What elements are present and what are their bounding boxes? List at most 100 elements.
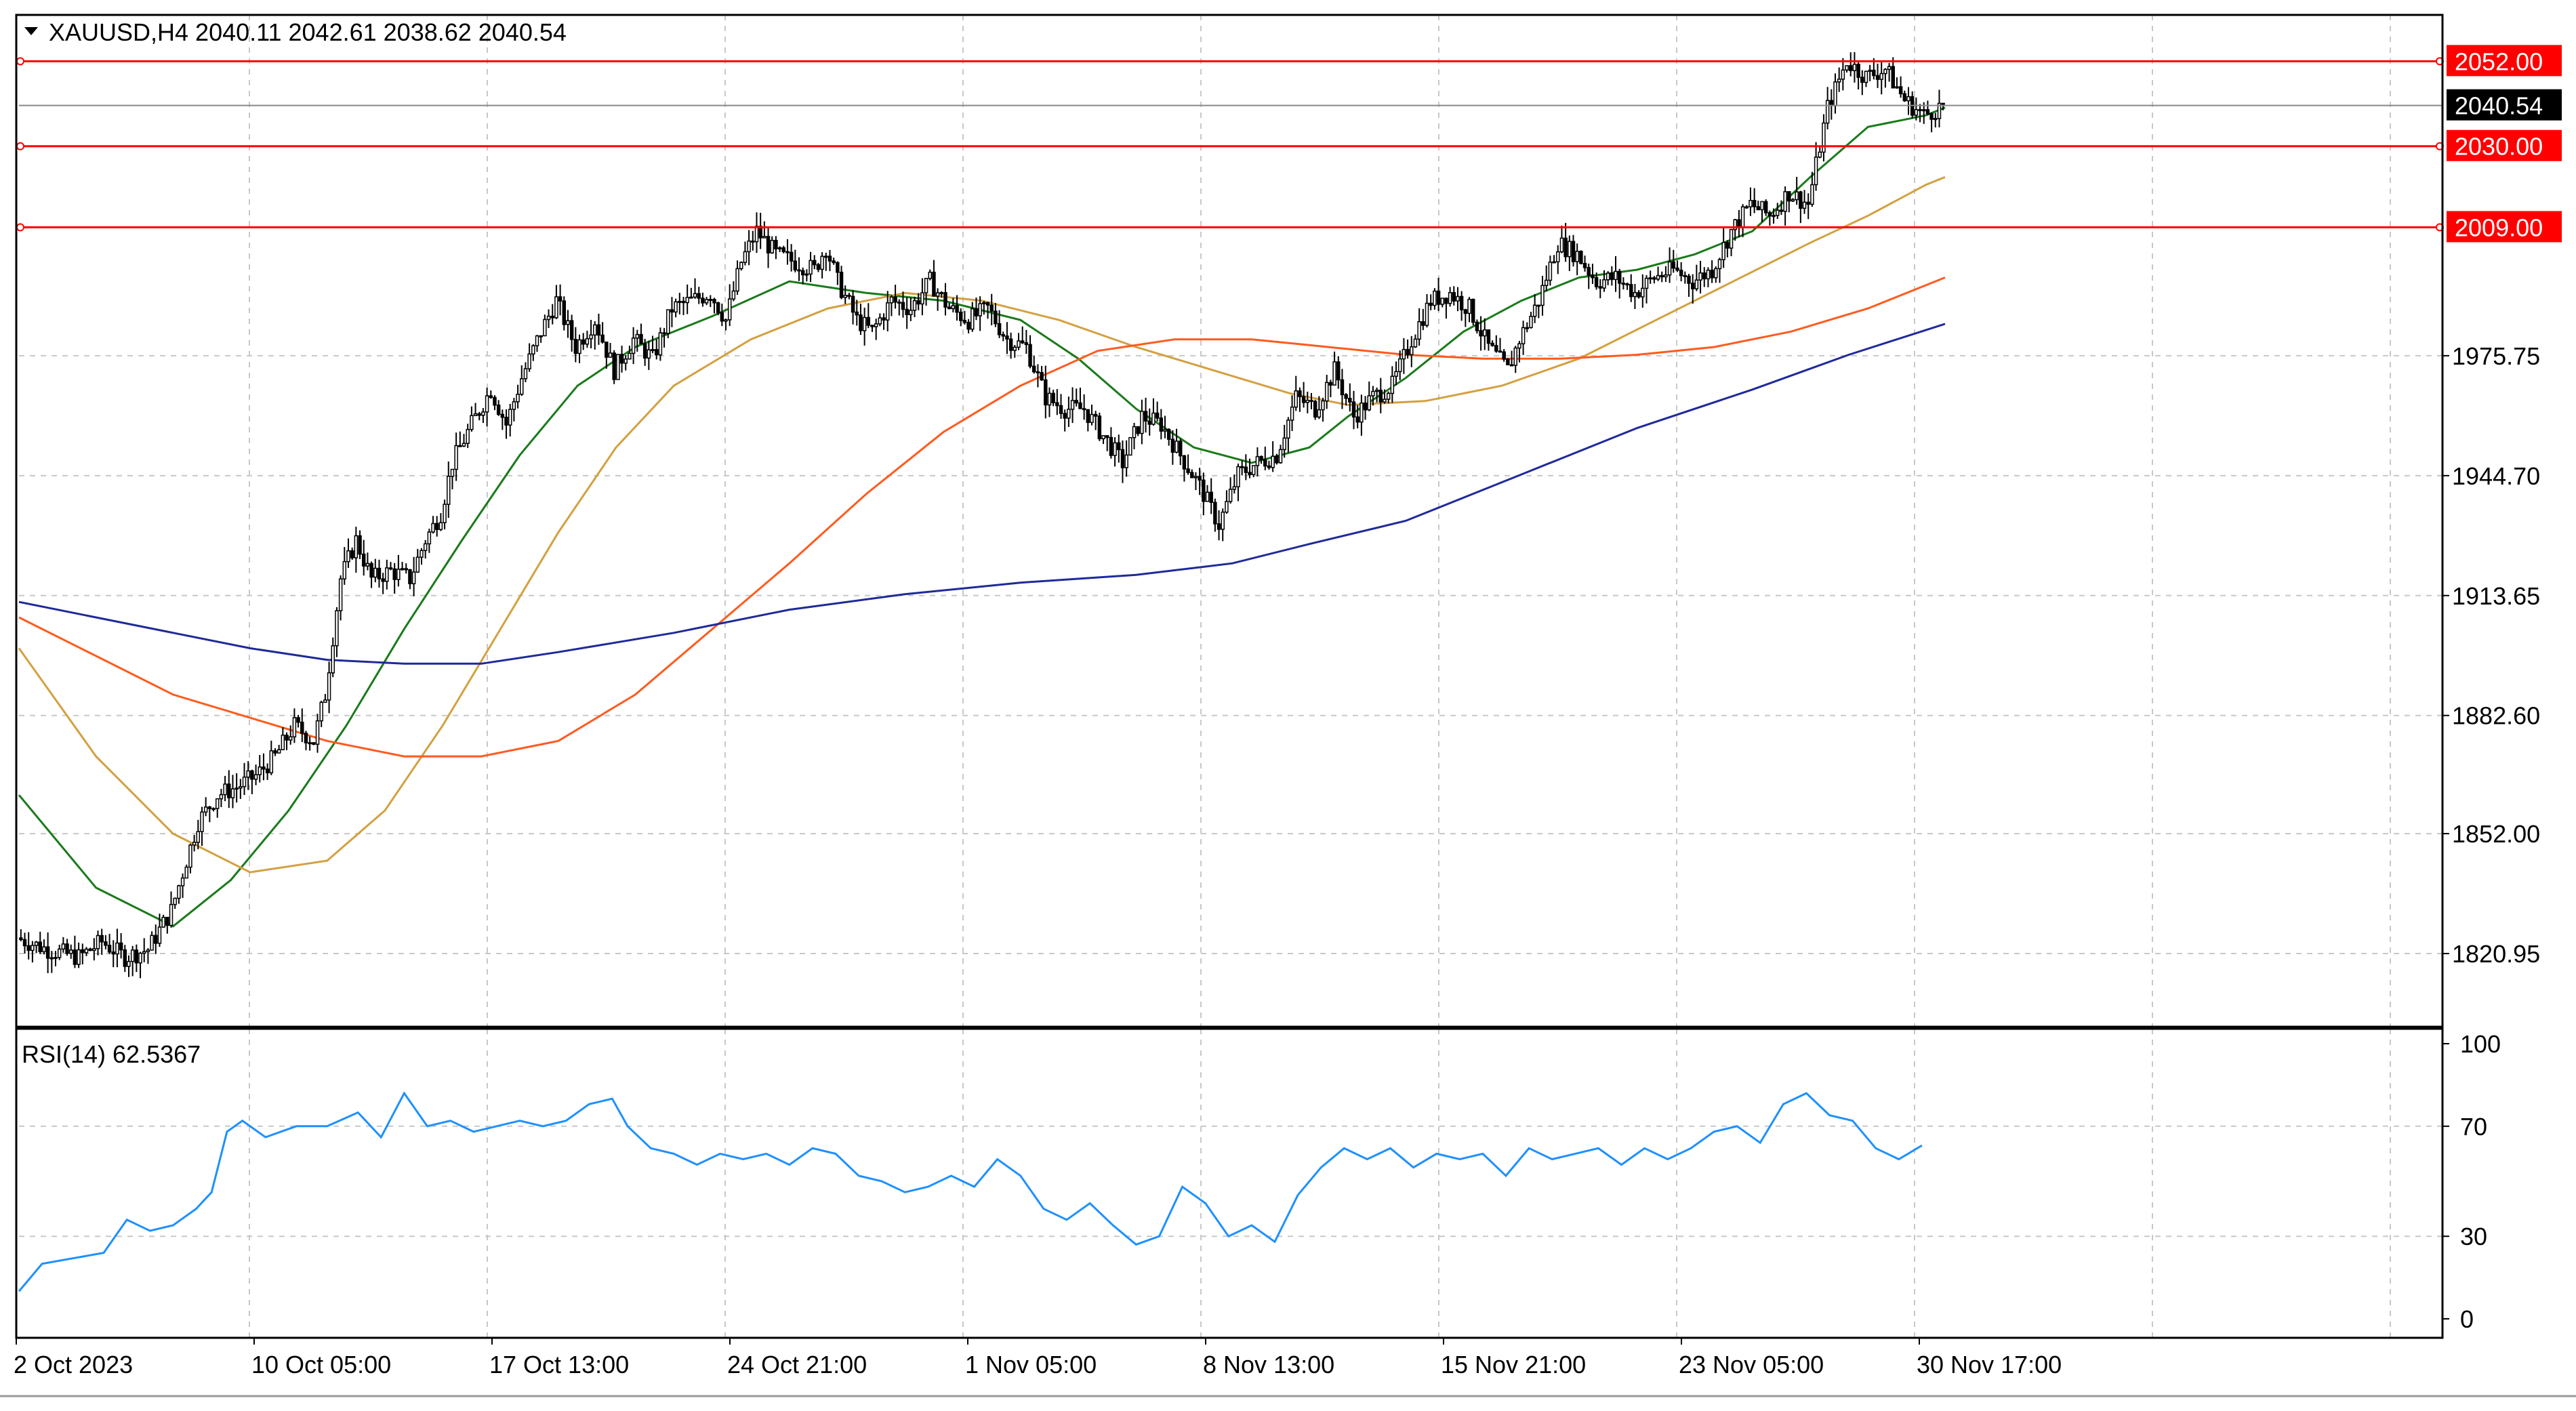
- candle-body: [431, 523, 435, 533]
- candle: [1698, 260, 1702, 294]
- candle: [408, 569, 412, 590]
- candle: [774, 236, 778, 260]
- candle-body: [1733, 219, 1737, 230]
- candle-body: [1544, 279, 1549, 287]
- candle-body: [1818, 151, 1822, 158]
- candle: [1059, 394, 1063, 420]
- candle: [958, 308, 963, 327]
- candle-body: [1367, 395, 1371, 411]
- candle: [338, 575, 343, 621]
- candle: [1906, 87, 1910, 115]
- candle-body: [543, 319, 547, 337]
- candle: [127, 955, 131, 977]
- candle-body: [916, 300, 920, 305]
- candle-body: [619, 354, 624, 364]
- candle: [642, 338, 647, 366]
- candle-body: [1248, 472, 1252, 476]
- candle: [1849, 52, 1853, 77]
- candle: [1178, 438, 1183, 466]
- candle: [381, 573, 385, 594]
- candle: [1918, 104, 1922, 123]
- candle: [142, 938, 146, 962]
- candle: [1594, 272, 1599, 290]
- candle: [647, 340, 651, 370]
- candle: [250, 769, 254, 794]
- candle: [22, 933, 27, 954]
- candle: [504, 409, 508, 439]
- candle-body: [358, 535, 362, 555]
- candle-body: [1159, 417, 1164, 432]
- candle: [335, 607, 339, 657]
- candle-body: [346, 550, 350, 563]
- candle-body: [88, 948, 92, 952]
- candle: [1105, 435, 1109, 451]
- candle: [889, 295, 894, 316]
- candle: [1629, 274, 1633, 302]
- symbol-dropdown-icon[interactable]: [24, 27, 38, 35]
- candle-body: [45, 946, 50, 959]
- candle: [1290, 395, 1294, 432]
- candle: [743, 241, 748, 266]
- candle-body: [1671, 261, 1676, 269]
- horizontal-levels[interactable]: [16, 57, 2444, 232]
- candle: [1852, 52, 1857, 83]
- candle: [312, 742, 316, 745]
- candle-body: [847, 294, 851, 298]
- candle: [1413, 334, 1418, 348]
- candle-body: [49, 957, 54, 960]
- candle-body: [142, 951, 146, 954]
- time-tick-label: 8 Nov 13:00: [1203, 1351, 1334, 1378]
- candle: [724, 319, 728, 331]
- candle: [138, 952, 142, 979]
- candle-body: [1456, 295, 1460, 302]
- candle-body: [1517, 343, 1521, 349]
- candle: [1190, 469, 1194, 478]
- candle: [1679, 262, 1683, 282]
- candle-body: [1875, 75, 1880, 80]
- candle: [577, 334, 581, 363]
- candle: [1001, 331, 1006, 342]
- candle-body: [19, 937, 23, 941]
- candle-body: [836, 262, 840, 273]
- candle: [855, 300, 859, 326]
- time-tick-label: 23 Nov 05:00: [1679, 1351, 1824, 1378]
- candle: [985, 302, 990, 319]
- candle-body: [411, 571, 416, 585]
- candle: [1568, 235, 1572, 271]
- candle-body: [119, 942, 123, 951]
- candle: [762, 221, 766, 239]
- candle-body: [1868, 69, 1872, 73]
- candle-body: [1779, 209, 1784, 212]
- candle-body: [1228, 489, 1233, 502]
- candle: [1367, 382, 1371, 411]
- candle-body: [727, 298, 732, 321]
- candle-body: [966, 321, 970, 330]
- candle-body: [878, 317, 882, 325]
- candle-body: [1163, 429, 1167, 432]
- candle-body: [1182, 455, 1187, 470]
- candle-body: [312, 742, 316, 745]
- candle-body: [912, 300, 917, 311]
- candle-body: [493, 396, 497, 406]
- candle: [1833, 73, 1837, 114]
- candle: [1151, 398, 1156, 426]
- candle-body: [1799, 191, 1803, 209]
- candle: [1783, 186, 1787, 226]
- candle: [1321, 397, 1325, 422]
- price-axis: 1820.95 1852.00 1882.60 1913.65 1944.70 1975.…: [2442, 342, 2540, 968]
- candle-body: [107, 945, 112, 953]
- candle-body: [762, 236, 766, 239]
- candle: [1556, 245, 1560, 274]
- candle: [612, 350, 616, 384]
- candle-body: [323, 699, 327, 703]
- candle: [1694, 264, 1699, 291]
- candle-body: [1656, 274, 1660, 280]
- candle: [361, 539, 366, 576]
- candle-body: [481, 411, 485, 416]
- candle: [712, 298, 716, 314]
- candle: [1648, 270, 1652, 284]
- candle: [1683, 271, 1688, 284]
- candle-body: [800, 270, 805, 276]
